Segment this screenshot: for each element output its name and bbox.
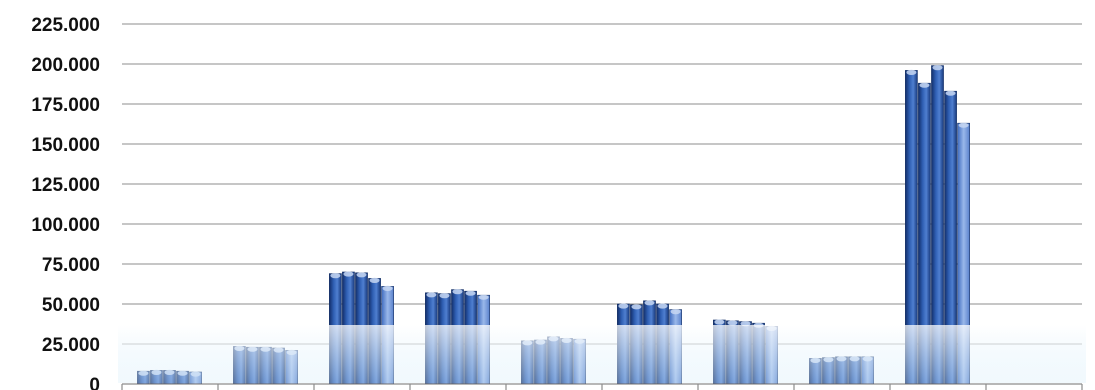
bar-top [382, 285, 393, 291]
y-tick-label: 25.000 [42, 335, 100, 356]
y-tick-label: 175.000 [31, 95, 100, 116]
y-tick-label: 150.000 [31, 135, 100, 156]
bar-top [727, 320, 738, 326]
highlight-band [118, 325, 1086, 383]
bar-top [919, 82, 930, 88]
bar-top [932, 65, 943, 71]
bar-top [426, 292, 437, 298]
bar-top [439, 293, 450, 299]
bar-top [670, 309, 681, 315]
bar-top [465, 290, 476, 296]
y-tick-label: 125.000 [31, 175, 100, 196]
y-tick-label: 100.000 [31, 215, 100, 236]
y-tick-label: 75.000 [42, 255, 100, 276]
bar-top [657, 303, 668, 309]
bar-top [740, 321, 751, 327]
bar-top [343, 271, 354, 277]
band [118, 325, 1086, 383]
bar-top [452, 289, 463, 295]
y-axis-ticks: 0 25.000 50.000 75.000 100.000 125.000 150.000… [31, 15, 100, 390]
bar-top [330, 273, 341, 279]
gridlines [122, 23, 1082, 345]
bar-top [369, 277, 380, 283]
y-tick-label: 50.000 [42, 295, 100, 316]
y-tick-label: 0 [89, 375, 100, 390]
bar-top [631, 304, 642, 310]
bar-top [906, 69, 917, 75]
bar-top [945, 90, 956, 96]
bar-top [618, 303, 629, 309]
bar-top [958, 122, 969, 128]
bar-top [714, 319, 725, 325]
y-tick-label: 200.000 [31, 55, 100, 76]
bar-top [478, 294, 489, 300]
x-axis [121, 383, 1083, 390]
y-tick-label: 225.000 [31, 15, 100, 36]
bar-top [356, 272, 367, 278]
bar-top [644, 300, 655, 306]
